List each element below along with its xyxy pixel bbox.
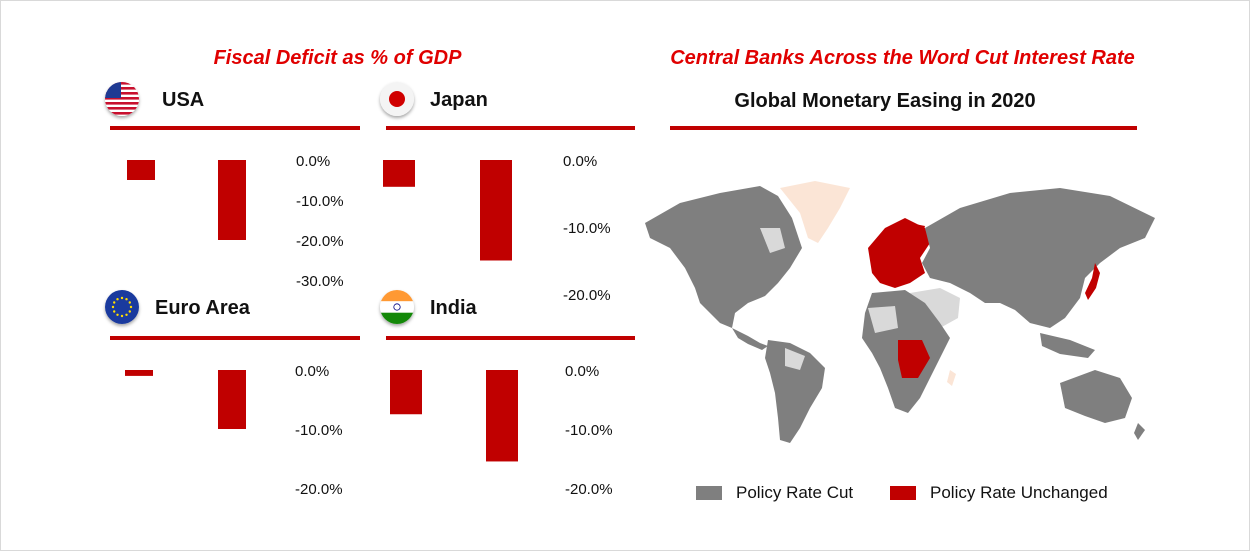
india-fiscal-chart: India 0.0% -10.0% -20.0% [378, 288, 643, 503]
japan-region [1085, 263, 1100, 300]
panel-title: USA [162, 89, 205, 111]
bar-0 [125, 370, 153, 376]
y-tick-label: -10.0% [563, 220, 611, 237]
y-tick-label: -10.0% [295, 422, 343, 439]
map-title: Global Monetary Easing in 2020 [734, 90, 1036, 112]
panel-title: Japan [430, 89, 488, 111]
middle-east-region [910, 288, 960, 328]
y-tick-label: -20.0% [563, 287, 611, 304]
legend-item-policy-rate-cut: Policy Rate Cut [696, 483, 853, 503]
greenland-region [780, 181, 850, 243]
asia-region [922, 188, 1155, 328]
y-tick-label: -30.0% [296, 273, 344, 290]
india-flag-icon [380, 290, 414, 324]
usa-fiscal-chart: USA 0.0% -10.0% -20.0% -30.0% [100, 80, 370, 290]
legend-label-unchanged: Policy Rate Unchanged [930, 483, 1108, 502]
legend-item-policy-rate-unchanged: Policy Rate Unchanged [890, 483, 1108, 503]
y-tick-label: -20.0% [295, 481, 343, 498]
panel-title: India [430, 297, 477, 319]
y-tick-label: 0.0% [565, 363, 599, 380]
japan-flag-icon [380, 82, 414, 116]
new-zealand-region [1134, 423, 1145, 440]
japan-fiscal-chart: Japan 0.0% -10.0% -20.0% [378, 80, 643, 310]
bar-1 [486, 370, 518, 462]
central-africa-region [898, 340, 930, 378]
y-tick-label: -20.0% [565, 481, 613, 498]
y-tick-label: -10.0% [565, 422, 613, 439]
bar-chart-svg: 0.0% -10.0% -20.0% [383, 126, 635, 304]
madagascar-region [947, 370, 956, 386]
africa-light-region [868, 306, 898, 333]
bar-chart-svg: 0.0% -10.0% -20.0% -30.0% [110, 126, 360, 290]
south-america-region [765, 340, 825, 443]
bar-0 [383, 160, 415, 187]
world-map-panel: Global Monetary Easing in 2020 [640, 78, 1170, 548]
panel-title: Euro Area [155, 297, 250, 319]
fiscal-section-title: Fiscal Deficit as % of GDP [213, 47, 462, 69]
bar-0 [390, 370, 422, 415]
y-tick-label: -10.0% [296, 193, 344, 210]
y-tick-label: 0.0% [295, 363, 329, 380]
bar-0 [127, 160, 155, 180]
canada-light-region [760, 228, 785, 253]
legend-swatch-unchanged [890, 486, 916, 500]
legend-swatch-cut [696, 486, 722, 500]
usa-flag-icon [105, 82, 139, 116]
bar-chart-svg: 0.0% -10.0% -20.0% [386, 336, 635, 498]
y-tick-label: 0.0% [296, 153, 330, 170]
eu-flag-icon [105, 290, 139, 324]
bar-chart-svg: 0.0% -10.0% -20.0% [110, 336, 360, 498]
y-tick-label: 0.0% [563, 153, 597, 170]
scandinavia-region [900, 223, 925, 243]
north-america-region [645, 186, 802, 328]
legend-label-cut: Policy Rate Cut [736, 483, 854, 502]
bar-1 [480, 160, 512, 261]
bar-1 [218, 370, 246, 429]
south-america-light-region [785, 348, 805, 370]
central-america-region [732, 328, 768, 350]
central-banks-section-title: Central Banks Across the Word Cut Intere… [670, 47, 1135, 69]
euro-area-fiscal-chart: Euro Area 0.0% -10.0% -20.0% [100, 288, 370, 498]
bar-1 [218, 160, 246, 240]
map-graphic [645, 126, 1155, 443]
southeast-asia-region [1040, 333, 1095, 358]
y-tick-label: -20.0% [296, 233, 344, 250]
australia-region [1060, 370, 1132, 423]
